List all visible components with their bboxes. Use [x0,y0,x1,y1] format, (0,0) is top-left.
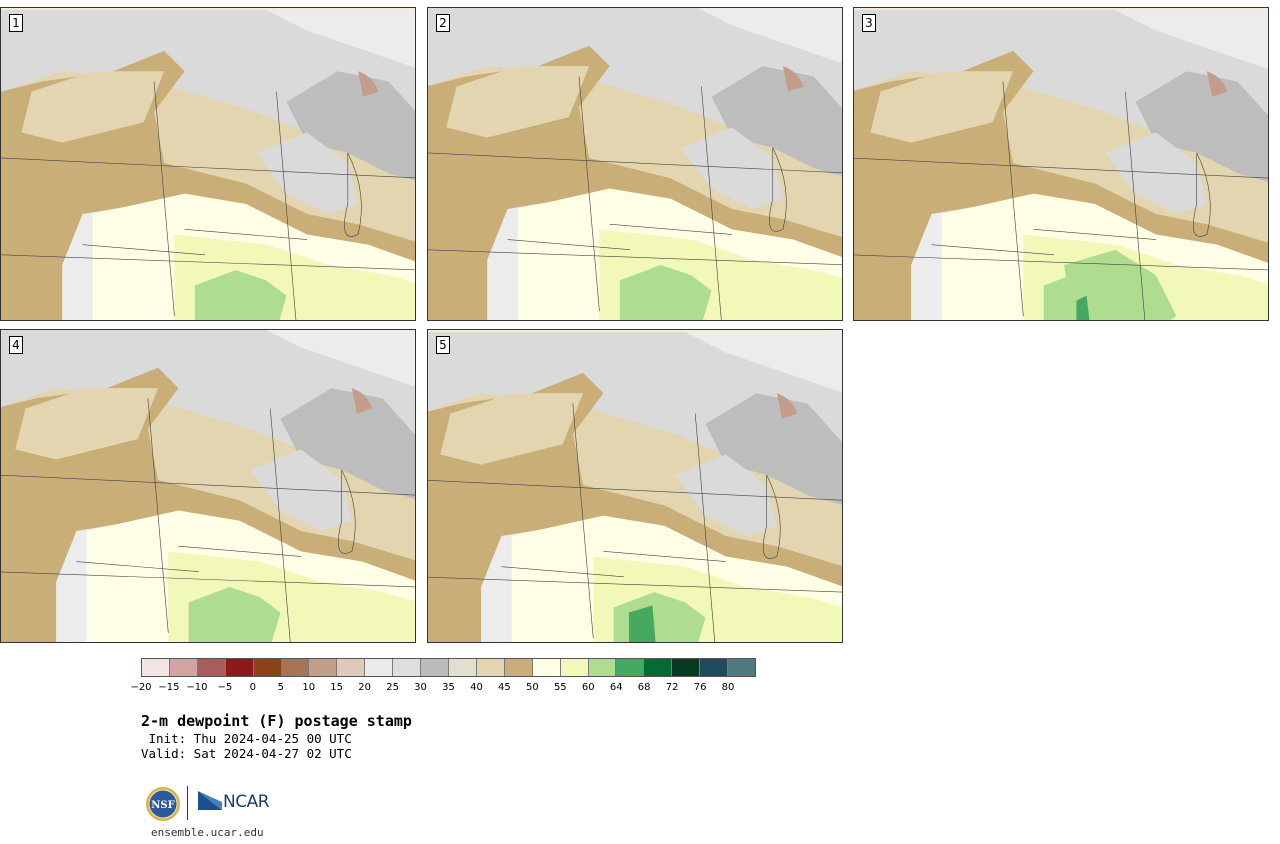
colorbar-tick-label: 64 [609,682,623,693]
colorbar-tick-label: 76 [693,682,707,693]
colorbar-tick-label: 45 [498,682,511,693]
colorbar-swatch [728,659,755,676]
colorbar-tick-label: 5 [277,682,284,693]
colorbar-swatch [476,659,505,676]
colorbar-tick-label: 15 [330,682,344,693]
colorbar [141,658,756,677]
colorbar-tick-label: −20 [130,682,152,693]
map-panel-2: 2 [427,7,843,321]
footer-url: ensemble.ucar.edu [151,826,264,839]
colorbar-swatch [588,659,617,676]
colorbar-swatch [281,659,310,676]
product-title: 2-m dewpoint (F) postage stamp [141,712,412,730]
dewpoint-map-5 [428,332,842,642]
map-panel-3: 3 [853,7,1269,321]
colorbar-swatch [532,659,561,676]
colorbar-swatch [504,659,533,676]
colorbar-swatch [169,659,198,676]
dewpoint-map-1 [1,10,415,320]
colorbar-tick-label: −15 [158,682,180,693]
colorbar-tick-label: 72 [665,682,679,693]
colorbar-tick-labels: −20 −15 −10 −5 0 5 10 15 20 25 30 35 40 45 50 55 60 64 68 7… [130,681,756,695]
colorbar-swatch [421,659,449,676]
panel-number-label: 1 [9,14,23,32]
map-panel-1: 1 [0,7,416,321]
colorbar-tick-label: 80 [721,682,735,693]
map-panel-5: 5 [427,329,843,643]
colorbar-tick-label: −5 [217,682,233,693]
colorbar-swatch [448,659,477,676]
colorbar-swatch [616,659,645,676]
nsf-logo-text: NSF [151,800,174,811]
colorbar-swatch [337,659,366,676]
colorbar-swatch [365,659,394,676]
colorbar-tick-label: 25 [386,682,399,693]
nsf-logo: NSF [146,787,180,821]
colorbar-tick-label: 40 [470,682,483,693]
colorbar-swatch [253,659,282,676]
colorbar-swatch [700,659,729,676]
colorbar-tick-label: 60 [581,682,595,693]
logo-divider [187,786,188,820]
colorbar-swatch [142,659,170,676]
colorbar-swatch [393,659,422,676]
colorbar-tick-label: 30 [414,682,427,693]
init-time: Init: Thu 2024-04-25 00 UTC [141,731,352,746]
colorbar-tick-label: 35 [442,682,455,693]
panel-number-label: 4 [9,336,23,354]
valid-time: Valid: Sat 2024-04-27 02 UTC [141,746,352,761]
map-panel-4: 4 [0,329,416,643]
colorbar-swatch [560,659,589,676]
colorbar-tick-label: 0 [249,682,256,693]
colorbar-tick-label: 55 [553,682,567,693]
panel-number-label: 5 [436,336,450,354]
dewpoint-map-4 [1,330,415,642]
colorbar-swatch [309,659,338,676]
dewpoint-map-3 [854,10,1268,320]
colorbar-swatch [644,659,673,676]
dewpoint-map-2 [428,8,842,320]
ncar-logo: NCAR [197,790,275,816]
colorbar-tick-label: 20 [358,682,371,693]
colorbar-swatch [672,659,701,676]
colorbar-tick-label: 10 [302,682,316,693]
colorbar-swatch [197,659,226,676]
colorbar-tick-label: −10 [186,682,208,693]
ncar-logo-text: NCAR [223,792,270,812]
colorbar-tick-label: 68 [637,682,651,693]
colorbar-tick-label: 50 [525,682,539,693]
panel-number-label: 2 [436,14,450,32]
ncar-logo-mark [198,791,222,810]
panel-number-label: 3 [862,14,876,32]
colorbar-swatch [225,659,254,676]
